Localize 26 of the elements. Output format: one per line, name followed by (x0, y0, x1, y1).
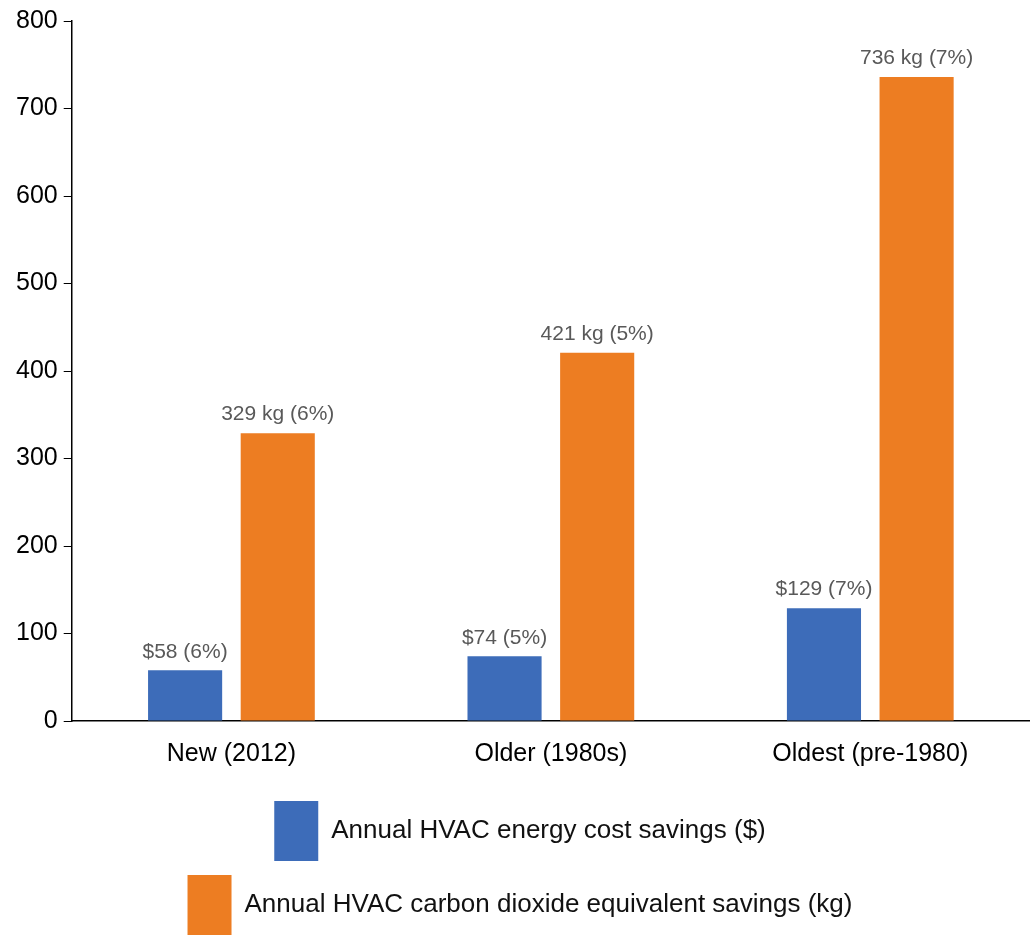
y-tick-label: 800 (15, 4, 58, 33)
data-label: $74 (5%) (461, 624, 548, 648)
data-label: $129 (7%) (775, 576, 873, 600)
data-label: $58 (6%) (142, 638, 228, 662)
x-tick-label: New (2012) (166, 737, 297, 766)
x-tick-label: Oldest (pre-1980) (772, 737, 969, 766)
data-label: 736 kg (7%) (859, 45, 974, 69)
x-tick-label: Older (1980s) (474, 737, 628, 766)
y-tick-label: 0 (43, 704, 58, 733)
y-tick-label: 600 (15, 179, 58, 208)
legend-label: Annual HVAC carbon dioxide equivalent savings (kg) (244, 888, 853, 919)
y-tick-label: 300 (15, 442, 58, 471)
bar (240, 433, 315, 721)
bar (148, 670, 223, 721)
y-tick-label: 200 (15, 529, 58, 558)
legend-label: Annual HVAC energy cost savings ($) (331, 814, 766, 845)
bar (560, 352, 635, 721)
y-tick-label: 400 (15, 354, 58, 383)
bar (467, 656, 542, 721)
y-tick-label: 500 (15, 267, 58, 296)
y-tick-label: 100 (15, 617, 58, 646)
y-tick-label: 700 (15, 92, 58, 121)
bar (786, 608, 862, 721)
bar (879, 77, 954, 721)
data-label: 329 kg (6%) (221, 401, 335, 425)
data-label: 421 kg (5%) (540, 320, 654, 344)
